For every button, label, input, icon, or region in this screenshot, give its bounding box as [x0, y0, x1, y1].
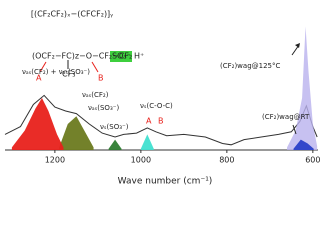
chart: Wave number (cm⁻¹) [(CF₂CF₂)ₓ−(CFCF₂)]ᵧ …: [4, 10, 320, 187]
peak-area: [11, 98, 64, 150]
structure-line2: (OCF₂−FC)z−O−CF₂−CF₂: [32, 52, 132, 61]
arrow: [292, 124, 297, 135]
pointer-a: [39, 61, 47, 73]
label-b: B: [98, 74, 104, 83]
peak-label: (CF₂)wag@125°C: [220, 62, 281, 70]
peak-area: [293, 139, 314, 150]
arrow-head: [295, 43, 300, 48]
spectrum-line: [4, 94, 318, 146]
peak-label: νₐₛ(CF₂) + νₐₛ(SO₃⁻): [22, 68, 90, 76]
x-tick-label: 800: [219, 156, 234, 165]
pointer-b: [91, 61, 99, 73]
structure-acid: SO₃⁻: [112, 52, 131, 61]
structure-side: CF₃: [62, 70, 75, 79]
x-tick-label: 1200: [45, 156, 65, 165]
acid-highlight: [110, 51, 132, 62]
x-axis-label: Wave number (cm⁻¹): [118, 177, 213, 187]
peak-label: νₐₛ(SO₃⁻): [88, 104, 119, 112]
peak-area: [287, 26, 318, 150]
peak-label: (CF₂)wag@RT: [262, 113, 310, 121]
peak-area: [59, 116, 94, 150]
label-a: A: [146, 117, 152, 126]
structure-proton: H⁺: [134, 52, 144, 61]
peak-label: νₐₛ(CF₂): [82, 91, 109, 99]
label-b: B: [158, 117, 164, 126]
peak-label: νₛ(C-O-C): [140, 102, 173, 110]
peak-label: νₛ(SO₃⁻): [100, 123, 129, 131]
x-tick-label: 1000: [131, 156, 151, 165]
x-tick-label: 600: [305, 156, 320, 165]
structure-line1: [(CF₂CF₂)ₓ−(CFCF₂)]ᵧ: [31, 10, 113, 19]
peak-area: [108, 139, 122, 150]
label-a: A: [36, 74, 42, 83]
peak-area: [140, 134, 154, 150]
